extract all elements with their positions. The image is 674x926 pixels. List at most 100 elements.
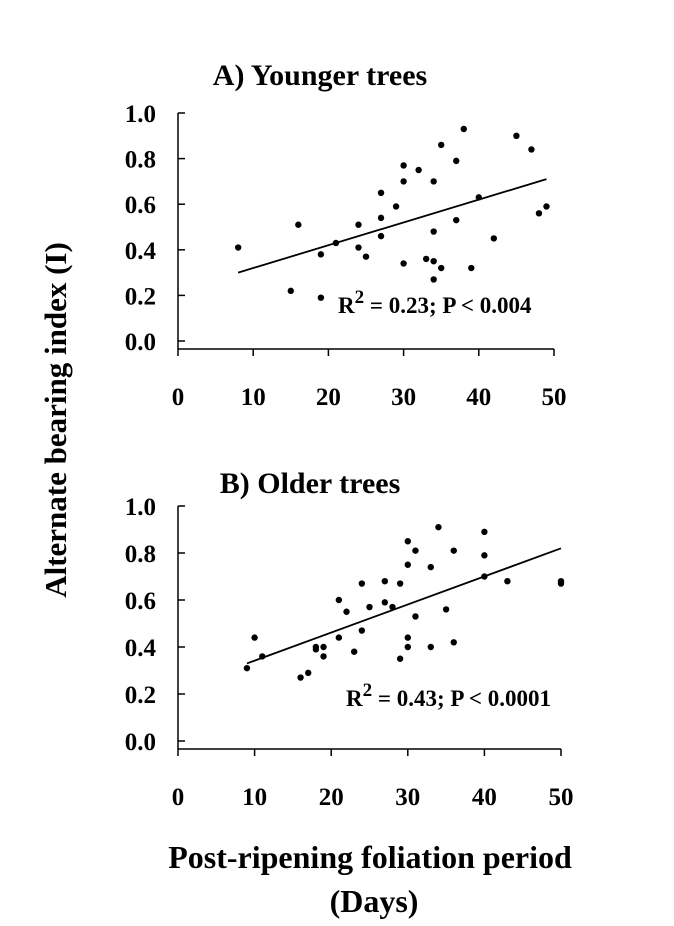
- data-point: [335, 596, 343, 604]
- data-point: [355, 244, 362, 251]
- data-point: [481, 552, 488, 559]
- data-point: [422, 255, 430, 263]
- y-tick-label: 0.0: [125, 329, 156, 356]
- x-axis-label-line2: (Days): [330, 883, 419, 919]
- data-point: [412, 547, 419, 554]
- data-point: [460, 125, 467, 133]
- data-point: [453, 157, 460, 165]
- data-point: [450, 639, 457, 646]
- data-point: [435, 523, 442, 531]
- data-point: [427, 643, 434, 651]
- data-point: [481, 528, 488, 536]
- data-point: [481, 573, 488, 580]
- x-tick-label: 50: [542, 384, 567, 411]
- data-point: [355, 221, 362, 228]
- data-point: [400, 260, 407, 267]
- y-tick-label: 0.2: [125, 283, 156, 310]
- y-tick-label: 0.8: [125, 541, 156, 568]
- data-point: [404, 634, 411, 641]
- data-point: [430, 258, 437, 265]
- data-point: [377, 214, 385, 222]
- data-point: [358, 580, 366, 587]
- data-point: [287, 287, 294, 295]
- data-point: [450, 547, 457, 554]
- data-point: [415, 166, 422, 174]
- data-point: [400, 162, 407, 169]
- data-point: [430, 276, 437, 283]
- x-tick-label: 20: [319, 784, 344, 811]
- panel-older-trees: B) Older trees 0.0 0.2 0.4 0.6 0.8 1.0 0 10 20 30 4…: [125, 467, 574, 811]
- data-point: [430, 228, 437, 235]
- fit-annotation: R2 = 0.23; P < 0.004: [338, 287, 532, 318]
- data-point: [396, 655, 404, 662]
- data-point: [381, 578, 389, 585]
- data-point: [297, 674, 304, 681]
- data-point: [259, 653, 266, 660]
- fit-annotation: R2 = 0.43; P < 0.0001: [346, 680, 551, 711]
- data-point: [427, 563, 434, 571]
- y-tick-label: 1.0: [125, 494, 156, 521]
- data-point: [335, 634, 343, 641]
- data-point: [305, 669, 312, 677]
- y-tick-label: 1.0: [125, 101, 156, 128]
- x-tick-label: 30: [395, 784, 420, 811]
- data-point: [358, 627, 366, 634]
- data-point: [400, 178, 407, 185]
- y-tick-label: 0.8: [125, 147, 156, 174]
- data-point: [377, 189, 385, 196]
- data-point: [377, 232, 385, 240]
- data-point: [404, 643, 411, 651]
- data-point: [234, 244, 242, 251]
- panel-younger-trees: A) Younger trees 0.0 0.2 0.4 0.6 0.8 1.0 0 10 20 3…: [125, 59, 567, 411]
- data-point: [404, 561, 411, 568]
- data-point: [404, 538, 411, 545]
- data-point: [389, 603, 396, 611]
- data-point: [317, 251, 325, 258]
- data-point: [295, 221, 302, 228]
- x-tick-label: 0: [172, 784, 185, 811]
- y-tick-label: 0.6: [125, 192, 156, 219]
- data-point: [535, 210, 543, 217]
- y-tick-label: 0.2: [125, 682, 156, 709]
- x-tick-label: 50: [549, 784, 574, 811]
- data-point: [366, 603, 373, 611]
- x-tick-label: 30: [391, 384, 416, 411]
- y-tick-label: 0.4: [125, 635, 157, 662]
- data-point: [453, 216, 460, 224]
- data-point: [438, 141, 445, 149]
- x-tick-label: 40: [472, 784, 497, 811]
- data-point: [412, 613, 419, 620]
- data-point: [513, 132, 520, 139]
- data-point: [251, 634, 258, 641]
- data-point: [490, 235, 498, 242]
- panel-title: B) Older trees: [220, 467, 401, 500]
- data-point: [442, 606, 450, 613]
- data-point: [332, 239, 340, 247]
- y-tick-label: 0.4: [125, 238, 157, 265]
- data-point: [317, 294, 325, 301]
- data-point: [528, 146, 535, 153]
- data-point: [392, 203, 400, 210]
- data-point: [381, 599, 389, 606]
- data-point: [350, 648, 358, 655]
- y-axis-label: Alternate bearing index (I): [38, 242, 73, 598]
- x-axis-label-line1: Post-ripening foliation period: [168, 839, 572, 875]
- data-point: [320, 643, 327, 651]
- regression-line: [237, 178, 547, 274]
- y-tick-label: 0.0: [125, 729, 156, 756]
- data-point: [438, 264, 445, 272]
- data-point: [362, 253, 370, 260]
- x-tick-label: 20: [316, 384, 341, 411]
- data-point: [343, 608, 350, 615]
- regression-line: [246, 547, 562, 665]
- x-tick-label: 40: [466, 384, 491, 411]
- data-point: [312, 646, 320, 653]
- data-point: [475, 194, 482, 201]
- data-point: [243, 664, 251, 672]
- data-point: [430, 178, 437, 185]
- data-point: [320, 653, 327, 660]
- data-point: [396, 580, 404, 587]
- data-point: [543, 203, 550, 210]
- x-tick-label: 10: [242, 784, 267, 811]
